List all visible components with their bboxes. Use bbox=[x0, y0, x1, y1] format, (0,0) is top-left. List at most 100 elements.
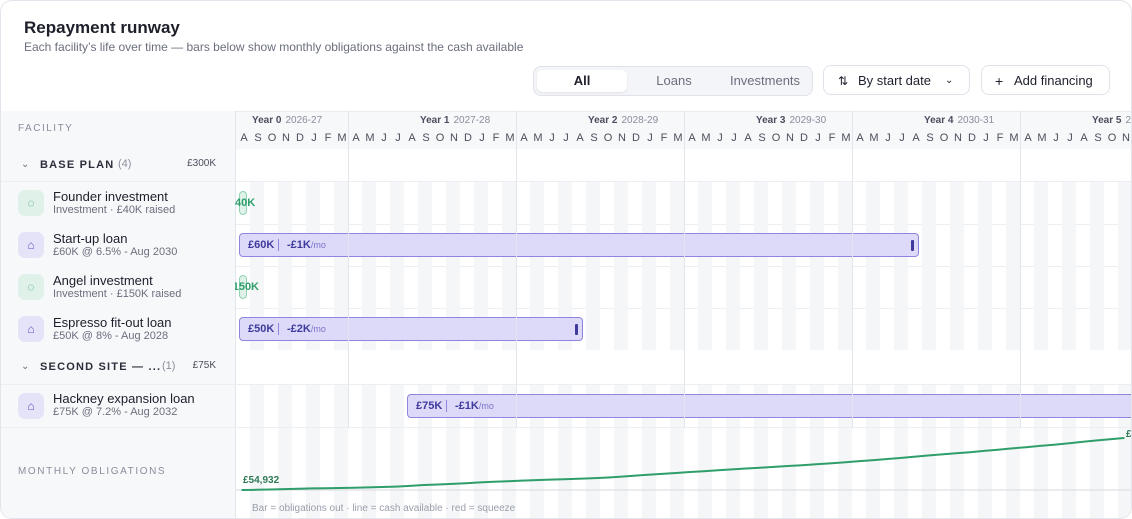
investment-marker[interactable] bbox=[239, 275, 247, 299]
month-stripe bbox=[250, 428, 264, 518]
group-row-second-site[interactable]: ⌄ SECOND SITE — ... (1) £75K bbox=[1, 350, 1131, 385]
facility-row[interactable]: ◌ Founder investment Investment · £40K r… bbox=[1, 182, 1131, 225]
loan-payment: -£2K/mo bbox=[287, 323, 326, 335]
facility-name: Espresso fit-out loan bbox=[53, 315, 172, 330]
year-header: Year 0 2026-27 bbox=[252, 115, 323, 126]
cash-point bbox=[353, 486, 355, 489]
month-stripe bbox=[1090, 224, 1104, 266]
year-divider bbox=[684, 111, 685, 428]
month-label: J bbox=[983, 132, 989, 144]
group-total: £75K bbox=[192, 360, 216, 371]
row-month-stripes bbox=[236, 266, 1131, 308]
month-stripe bbox=[418, 266, 432, 308]
plus-icon: + bbox=[995, 73, 1004, 89]
month-stripe bbox=[838, 266, 852, 308]
row-month-stripes bbox=[236, 182, 1131, 224]
month-stripe bbox=[1062, 308, 1076, 350]
month-label: F bbox=[324, 132, 332, 144]
cash-point bbox=[605, 476, 607, 479]
month-label: N bbox=[450, 132, 458, 144]
month-stripe bbox=[922, 182, 936, 224]
cash-point bbox=[801, 464, 803, 466]
month-stripe bbox=[586, 308, 600, 350]
month-label: O bbox=[435, 132, 445, 144]
month-label: A bbox=[352, 132, 360, 144]
loan-bar[interactable]: £75K -£1K/mo bbox=[407, 394, 1131, 418]
month-stripe bbox=[306, 385, 320, 427]
cash-point bbox=[465, 482, 467, 484]
month-stripe bbox=[866, 308, 880, 350]
month-stripe bbox=[418, 182, 432, 224]
month-stripe bbox=[866, 428, 880, 518]
cash-point bbox=[829, 462, 831, 465]
facility-subtitle: Investment · £40K raised bbox=[53, 204, 176, 216]
cash-point bbox=[1095, 439, 1097, 442]
month-stripe bbox=[754, 266, 768, 308]
month-label: M bbox=[673, 132, 683, 144]
year-header: Year 1 2027-28 bbox=[420, 115, 491, 126]
month-label: J bbox=[381, 132, 387, 144]
month-stripe bbox=[530, 266, 544, 308]
tab-loans[interactable]: Loans bbox=[656, 73, 692, 88]
loan-bar[interactable]: £60K -£1K/mo bbox=[239, 233, 919, 257]
facility-row[interactable]: ◌ Angel investment Investment · £150K ra… bbox=[1, 266, 1131, 309]
month-label: O bbox=[1107, 132, 1117, 144]
cash-point bbox=[339, 487, 341, 489]
month-stripe bbox=[306, 428, 320, 518]
drag-handle[interactable] bbox=[911, 240, 914, 251]
month-label: N bbox=[282, 132, 290, 144]
month-stripe bbox=[1062, 224, 1076, 266]
month-stripe bbox=[1090, 182, 1104, 224]
loan-bar[interactable]: £50K -£2K/mo bbox=[239, 317, 583, 341]
month-stripe bbox=[894, 266, 908, 308]
month-stripe bbox=[558, 182, 572, 224]
month-stripe bbox=[614, 428, 628, 518]
chevron-down-icon[interactable]: ⌄ bbox=[21, 159, 30, 170]
month-stripe bbox=[278, 182, 292, 224]
month-stripe bbox=[978, 182, 992, 224]
investment-marker[interactable] bbox=[239, 191, 247, 215]
drag-handle[interactable] bbox=[575, 324, 578, 335]
month-label: J bbox=[647, 132, 653, 144]
month-stripe bbox=[502, 182, 516, 224]
month-label: F bbox=[996, 132, 1004, 144]
month-label: F bbox=[660, 132, 668, 144]
tab-all[interactable]: All bbox=[537, 70, 627, 92]
cash-point bbox=[647, 474, 649, 476]
month-stripe bbox=[950, 428, 964, 518]
month-label: J bbox=[549, 132, 555, 144]
cash-point bbox=[521, 479, 523, 482]
bank-icon: ⌂ bbox=[18, 316, 44, 342]
cash-point bbox=[423, 484, 425, 486]
cash-point bbox=[689, 471, 691, 473]
facility-row[interactable]: ⌂ Espresso fit-out loan £50K @ 8% - Aug … bbox=[1, 308, 1131, 351]
month-label: N bbox=[1122, 132, 1130, 144]
month-stripe bbox=[1062, 428, 1076, 518]
facility-row[interactable]: ⌂ Hackney expansion loan £75K @ 7.2% - A… bbox=[1, 385, 1131, 428]
group-row-base-plan[interactable]: ⌄ BASE PLAN (4) £300K bbox=[1, 149, 1131, 182]
month-label: O bbox=[267, 132, 277, 144]
cash-point bbox=[913, 455, 915, 458]
month-stripe bbox=[530, 182, 544, 224]
facility-row[interactable]: ⌂ Start-up loan £60K @ 6.5% - Aug 2030 £… bbox=[1, 224, 1131, 267]
month-stripe bbox=[418, 428, 432, 518]
cash-point bbox=[297, 487, 299, 490]
year-header: Year 4 2030-31 bbox=[924, 115, 995, 126]
month-stripe bbox=[334, 182, 348, 224]
month-label: F bbox=[828, 132, 836, 144]
cash-point bbox=[857, 460, 859, 463]
month-stripe bbox=[978, 224, 992, 266]
month-label: D bbox=[800, 132, 808, 144]
facility-name: Founder investment bbox=[53, 189, 168, 204]
month-label: M bbox=[869, 132, 879, 144]
chevron-down-icon[interactable]: ⌄ bbox=[21, 361, 30, 372]
filter-segmented-control: All Loans Investments bbox=[533, 66, 813, 96]
sort-dropdown[interactable]: ⇅ By start date ⌄ bbox=[823, 65, 970, 95]
month-stripe bbox=[250, 385, 264, 427]
tab-investments[interactable]: Investments bbox=[729, 73, 801, 88]
year-divider bbox=[1020, 111, 1021, 428]
add-financing-button[interactable]: + Add financing bbox=[981, 65, 1110, 95]
month-label: D bbox=[464, 132, 472, 144]
cash-point bbox=[325, 487, 327, 489]
bank-icon: ⌂ bbox=[18, 232, 44, 258]
